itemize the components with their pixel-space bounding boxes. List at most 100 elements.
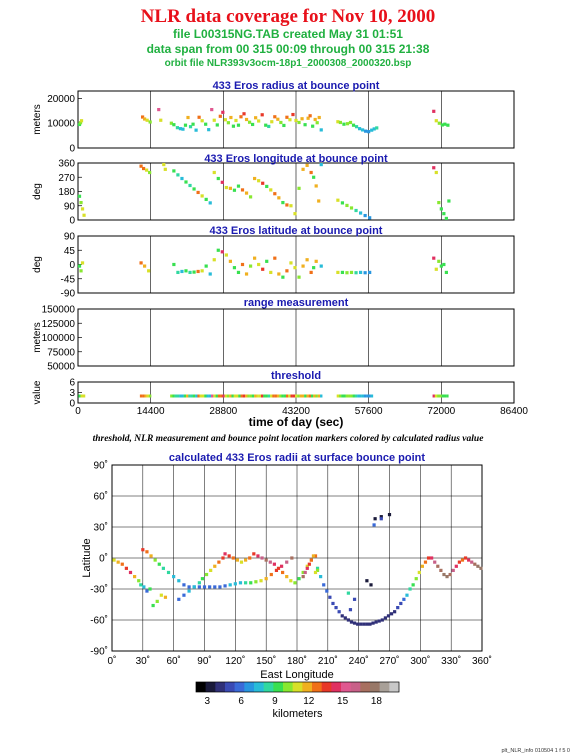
data-point bbox=[273, 115, 277, 119]
colorbar-tick-label: 3 bbox=[204, 696, 210, 707]
bounce-point bbox=[476, 564, 480, 568]
lon-tick-label: 330˚ bbox=[441, 655, 461, 667]
threshold-marker bbox=[315, 394, 318, 398]
bounce-point bbox=[256, 554, 260, 558]
colorbar-swatch bbox=[196, 682, 206, 692]
colorbar: 3 6 9 12 15 18 kilometers bbox=[195, 681, 400, 720]
data-point bbox=[77, 122, 82, 127]
lon-axis-label: East Longitude bbox=[260, 669, 333, 681]
data-point bbox=[367, 130, 371, 134]
panel-1: 0 90 180 270 360 deg 433 Eros longitude at bou… bbox=[32, 153, 515, 227]
colorbar-swatch bbox=[302, 682, 313, 692]
threshold-marker bbox=[186, 394, 189, 398]
bounce-point bbox=[244, 558, 248, 562]
data-point bbox=[192, 270, 196, 274]
data-point bbox=[157, 107, 161, 112]
bounce-point bbox=[346, 591, 350, 595]
data-point bbox=[143, 117, 147, 121]
threshold-marker bbox=[242, 394, 246, 398]
data-point bbox=[200, 119, 204, 123]
data-point bbox=[370, 128, 374, 132]
threshold-marker bbox=[265, 394, 268, 398]
data-point bbox=[77, 264, 82, 268]
bounce-point bbox=[269, 572, 273, 577]
y-tick-label: 75000 bbox=[47, 347, 75, 358]
data-point bbox=[348, 120, 353, 125]
threshold-marker bbox=[78, 394, 81, 398]
threshold-marker bbox=[249, 394, 253, 398]
data-point bbox=[289, 261, 293, 265]
bounce-point bbox=[249, 581, 253, 585]
panel-title: threshold bbox=[271, 370, 321, 382]
bounce-point bbox=[217, 560, 221, 564]
panel-title: range measurement bbox=[244, 297, 349, 309]
data-point bbox=[212, 118, 216, 122]
bounce-point bbox=[297, 577, 301, 581]
bounce-point bbox=[454, 564, 458, 568]
bounce-point bbox=[319, 575, 323, 579]
x-tick-label: 43200 bbox=[282, 406, 310, 417]
data-point bbox=[163, 167, 167, 171]
data-point bbox=[315, 121, 319, 125]
data-point bbox=[145, 168, 149, 172]
threshold-marker bbox=[336, 394, 340, 398]
bounce-point bbox=[346, 618, 350, 622]
bounce-point bbox=[163, 595, 168, 599]
bounce-point bbox=[379, 515, 383, 519]
bounce-point bbox=[235, 558, 239, 562]
data-point bbox=[288, 118, 292, 122]
threshold-marker bbox=[148, 394, 152, 398]
bounce-point bbox=[402, 597, 406, 601]
bounce-point bbox=[352, 597, 357, 601]
bounce-point bbox=[279, 564, 284, 568]
bounce-point bbox=[315, 568, 320, 572]
bounce-point bbox=[386, 614, 391, 618]
bounce-point bbox=[182, 583, 186, 587]
bounce-point bbox=[151, 603, 155, 608]
bounce-point bbox=[313, 570, 318, 575]
bounce-point bbox=[139, 583, 143, 587]
x-tick-label: 57600 bbox=[355, 406, 383, 417]
bounce-point bbox=[209, 568, 213, 572]
threshold-marker bbox=[292, 394, 296, 398]
bounce-point bbox=[244, 581, 248, 585]
data-point bbox=[293, 266, 297, 270]
bounce-point bbox=[369, 583, 373, 587]
panel-title: 433 Eros radius at bounce point bbox=[213, 80, 380, 92]
data-point bbox=[434, 170, 438, 175]
threshold-marker bbox=[352, 394, 355, 398]
bounce-point bbox=[325, 589, 329, 593]
data-point bbox=[181, 127, 185, 131]
bounce-point bbox=[331, 601, 335, 606]
bounce-point bbox=[293, 581, 297, 585]
data-point bbox=[148, 170, 152, 175]
data-point bbox=[145, 118, 149, 122]
colorbar-swatch bbox=[370, 682, 380, 692]
threshold-marker bbox=[306, 394, 309, 398]
data-point bbox=[248, 195, 253, 199]
bounce-point bbox=[141, 548, 145, 552]
colorbar-swatch bbox=[205, 682, 216, 692]
data-point bbox=[440, 123, 444, 127]
data-point bbox=[229, 115, 233, 120]
data-point bbox=[204, 122, 208, 126]
threshold-marker bbox=[188, 394, 191, 398]
data-point bbox=[221, 110, 225, 114]
bounce-point bbox=[192, 585, 196, 589]
threshold-marker bbox=[288, 394, 291, 398]
bounce-point bbox=[208, 585, 212, 589]
data-point bbox=[437, 121, 441, 125]
bounce-point bbox=[377, 619, 381, 623]
bounce-point bbox=[305, 564, 309, 568]
bounce-point bbox=[172, 575, 176, 579]
data-point bbox=[247, 120, 252, 124]
lat-tick-label: 90˚ bbox=[94, 460, 108, 472]
data-point bbox=[77, 194, 82, 198]
bounce-point bbox=[307, 562, 311, 566]
bounce-point bbox=[145, 550, 149, 554]
bounce-point bbox=[379, 517, 383, 521]
bounce-point bbox=[260, 556, 264, 560]
bounce-point bbox=[473, 562, 477, 566]
data-point bbox=[345, 271, 349, 275]
data-point bbox=[364, 129, 368, 133]
